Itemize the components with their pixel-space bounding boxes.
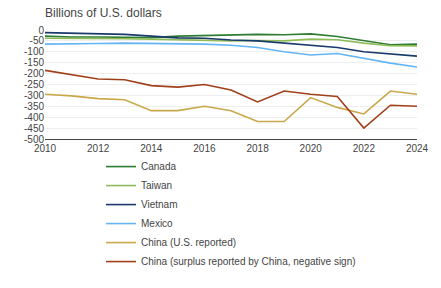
svg-text:2018: 2018 xyxy=(246,143,269,154)
svg-text:-500: -500 xyxy=(24,134,44,145)
svg-text:2012: 2012 xyxy=(87,143,110,154)
svg-text:-300: -300 xyxy=(24,90,44,101)
svg-text:Canada: Canada xyxy=(141,161,176,172)
svg-text:-200: -200 xyxy=(24,68,44,79)
svg-text:China (U.S. reported): China (U.S. reported) xyxy=(141,237,236,248)
svg-text:-150: -150 xyxy=(24,57,44,68)
svg-text:-250: -250 xyxy=(24,79,44,90)
svg-text:2016: 2016 xyxy=(193,143,216,154)
svg-text:-350: -350 xyxy=(24,101,44,112)
svg-text:Taiwan: Taiwan xyxy=(141,180,172,191)
svg-text:Vietnam: Vietnam xyxy=(141,199,178,210)
svg-text:2022: 2022 xyxy=(352,143,375,154)
svg-text:0: 0 xyxy=(38,25,44,36)
svg-text:-100: -100 xyxy=(24,46,44,57)
svg-text:-400: -400 xyxy=(24,112,44,123)
svg-text:Mexico: Mexico xyxy=(141,218,173,229)
svg-text:2024: 2024 xyxy=(406,143,429,154)
svg-text:-450: -450 xyxy=(24,123,44,134)
svg-text:China (surplus reported by Chi: China (surplus reported by China, negati… xyxy=(141,256,356,267)
svg-text:2020: 2020 xyxy=(299,143,322,154)
svg-text:Billions of U.S. dollars: Billions of U.S. dollars xyxy=(45,6,162,20)
svg-text:-50: -50 xyxy=(30,35,45,46)
svg-text:2010: 2010 xyxy=(34,143,57,154)
svg-text:2014: 2014 xyxy=(140,143,163,154)
